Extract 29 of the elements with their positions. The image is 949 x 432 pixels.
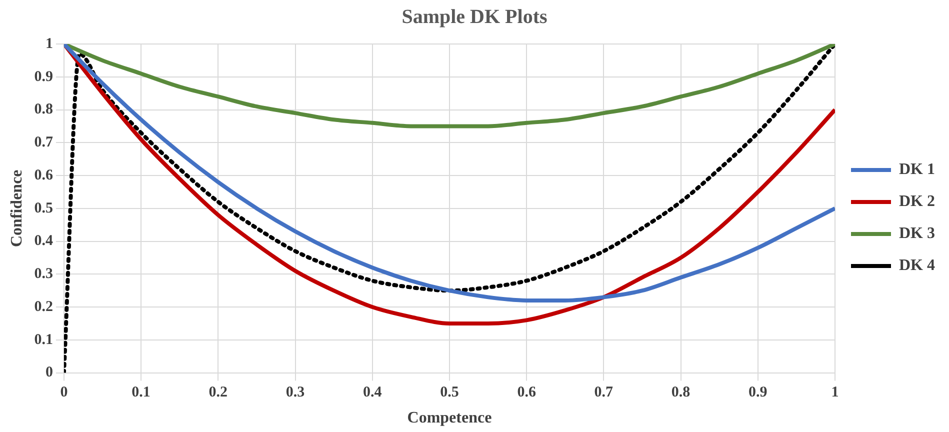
chart-title: Sample DK Plots	[402, 6, 548, 28]
legend-label: DK 4	[899, 257, 935, 274]
y-tick-label: 0.5	[34, 200, 53, 216]
y-tick-label: 0	[45, 364, 53, 381]
legend-label: DK 1	[899, 161, 935, 178]
x-tick-label: 0.5	[440, 384, 459, 401]
y-tick-label: 0.1	[34, 332, 53, 348]
y-axis-title: Confidence	[8, 170, 26, 248]
x-tick-label: 0.2	[208, 384, 228, 401]
x-tick-label: 0.3	[286, 384, 305, 401]
x-tick-label: 0	[60, 384, 68, 401]
x-tick-label: 0.9	[748, 384, 768, 401]
x-tick-label: 0.8	[671, 384, 690, 401]
x-tick-label: 0.1	[132, 384, 150, 401]
y-tick-label: 1	[45, 36, 53, 52]
y-tick-label: 0.9	[34, 68, 53, 85]
x-tick-label: 0.7	[594, 384, 614, 401]
legend-label: DK 2	[899, 193, 935, 210]
y-tick-label: 0.2	[34, 298, 53, 315]
y-tick-label: 0.3	[34, 266, 53, 282]
x-tick-label: 1	[831, 384, 839, 401]
y-tick-label: 0.4	[34, 233, 54, 250]
y-tick-label: 0.8	[34, 102, 53, 118]
legend-label: DK 3	[899, 225, 935, 242]
x-tick-label: 0.6	[517, 384, 536, 401]
x-axis-title: Competence	[407, 410, 492, 427]
y-tick-label: 0.6	[34, 167, 54, 184]
x-tick-label: 0.4	[362, 384, 382, 401]
y-tick-label: 0.7	[34, 134, 54, 151]
